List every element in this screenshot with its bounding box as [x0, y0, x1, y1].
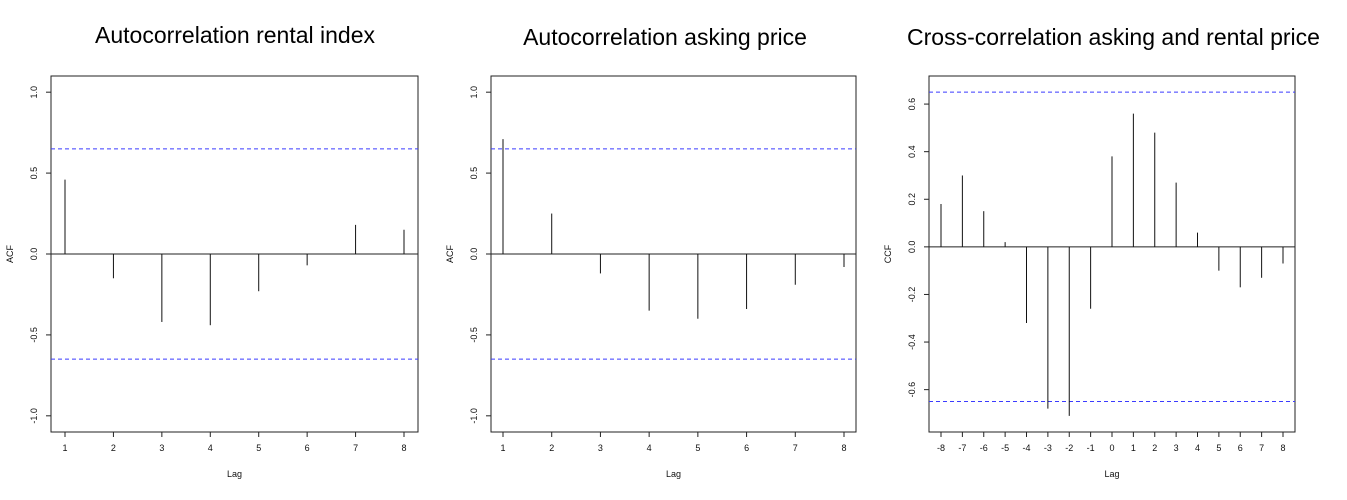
y-tick-label: 0.0	[29, 248, 39, 261]
x-axis-label: Lag	[666, 469, 681, 479]
x-tick-label: 2	[549, 443, 554, 453]
y-tick-label: 0.6	[907, 98, 917, 111]
x-tick-label: 1	[500, 443, 505, 453]
y-tick-label: 0.0	[469, 248, 479, 261]
y-tick-label: -1.0	[29, 408, 39, 424]
x-tick-label: 4	[647, 443, 652, 453]
x-tick-label: 1	[1131, 443, 1136, 453]
x-tick-label: 3	[598, 443, 603, 453]
y-tick-label: 0.2	[907, 193, 917, 206]
x-tick-label: -6	[980, 443, 988, 453]
x-axis-label: Lag	[1104, 469, 1119, 479]
y-tick-label: 0.5	[469, 167, 479, 180]
y-axis-label: ACF	[445, 244, 455, 263]
x-tick-label: 8	[841, 443, 846, 453]
chart-panel-ccf: Cross-correlation asking and rental pric…	[880, 0, 1347, 500]
chart-panel-rental-acf: Autocorrelation rental index 1 2 3 4 5 6 7 8 -1.…	[0, 0, 450, 500]
x-tick-label: 4	[1195, 443, 1200, 453]
chart-panel-asking-acf: Autocorrelation asking price 1 2 3 4 5 6 7 8 -1.…	[440, 0, 890, 500]
ccf-plot: -8 -7 -6 -5 -4 -3 -2 -1 0 1 2 3 4 5 6 7 8 -0.6 -0.4 -0.2 0.0…	[883, 75, 1296, 479]
x-tick-label: 7	[793, 443, 798, 453]
x-tick-label: 7	[1259, 443, 1264, 453]
y-tick-label: 0.0	[907, 241, 917, 254]
chart-title: Autocorrelation asking price	[523, 24, 807, 50]
y-tick-label: 1.0	[29, 86, 39, 99]
y-tick-label: 1.0	[469, 86, 479, 99]
x-tick-label: -3	[1044, 443, 1052, 453]
x-tick-label: 3	[159, 443, 164, 453]
y-axis-label: CCF	[883, 244, 893, 263]
y-tick-label: -0.6	[907, 382, 917, 398]
x-tick-label: 1	[62, 443, 67, 453]
chart-title: Autocorrelation rental index	[95, 22, 375, 48]
x-tick-label: 0	[1109, 443, 1114, 453]
y-tick-label: 0.4	[907, 145, 917, 158]
x-tick-label: -8	[937, 443, 945, 453]
x-tick-label: 7	[353, 443, 358, 453]
y-tick-label: -0.4	[907, 334, 917, 350]
x-tick-label: 2	[111, 443, 116, 453]
x-tick-label: 3	[1174, 443, 1179, 453]
x-axis-label: Lag	[227, 469, 242, 479]
x-tick-label: -4	[1022, 443, 1030, 453]
x-tick-label: -2	[1065, 443, 1073, 453]
x-tick-label: 6	[1238, 443, 1243, 453]
y-tick-label: -0.2	[907, 287, 917, 303]
x-tick-label: -7	[958, 443, 966, 453]
x-tick-label: 6	[305, 443, 310, 453]
chart-title: Cross-correlation asking and rental pric…	[907, 24, 1320, 50]
x-tick-label: -5	[1001, 443, 1009, 453]
x-tick-label: 4	[208, 443, 213, 453]
acf-rental-plot: 1 2 3 4 5 6 7 8 -1.0 -0.5 0.0 0.5 1.0 Lag ACF	[5, 75, 419, 479]
x-tick-label: 6	[744, 443, 749, 453]
x-tick-label: 8	[401, 443, 406, 453]
x-tick-label: 5	[256, 443, 261, 453]
x-tick-label: -1	[1087, 443, 1095, 453]
x-tick-label: 5	[695, 443, 700, 453]
x-tick-label: 5	[1216, 443, 1221, 453]
x-tick-label: 8	[1280, 443, 1285, 453]
y-tick-label: -0.5	[29, 327, 39, 343]
acf-asking-plot: 1 2 3 4 5 6 7 8 -1.0 -0.5 0.0 0.5 1.0 Lag ACF	[445, 75, 857, 479]
y-axis-label: ACF	[5, 244, 15, 263]
y-tick-label: 0.5	[29, 167, 39, 180]
y-tick-label: -1.0	[469, 408, 479, 424]
y-tick-label: -0.5	[469, 327, 479, 343]
x-tick-label: 2	[1152, 443, 1157, 453]
